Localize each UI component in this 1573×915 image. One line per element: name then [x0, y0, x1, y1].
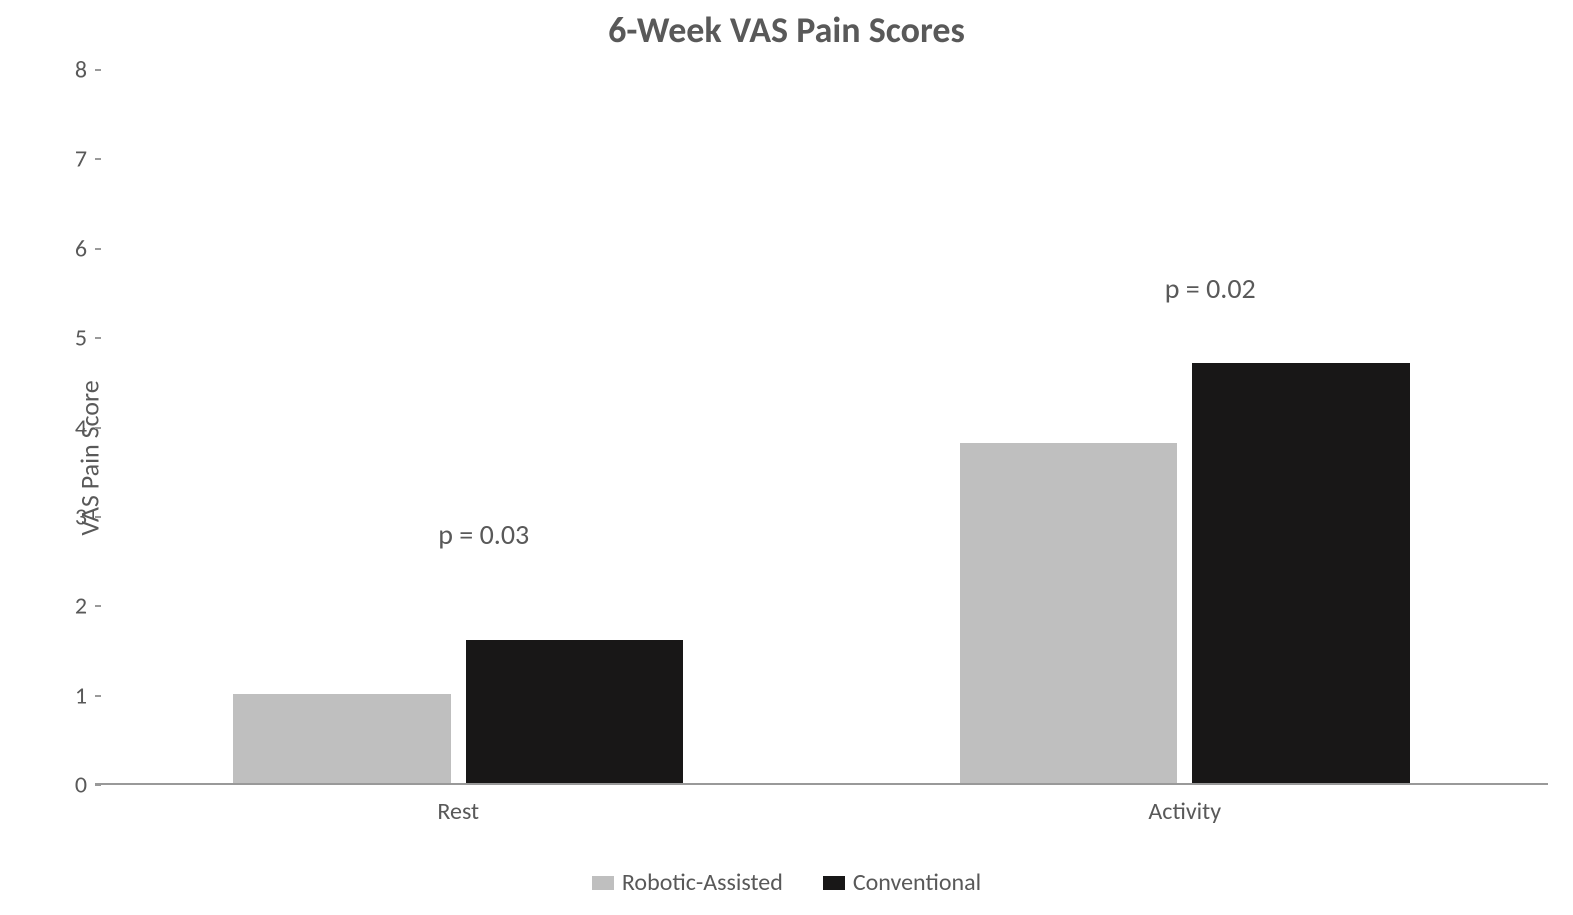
- annotation: p = 0.03: [438, 517, 529, 552]
- legend-swatch: [823, 876, 845, 890]
- legend: Robotic-Assisted Conventional: [0, 868, 1573, 897]
- y-axis: 012345678: [55, 70, 95, 785]
- legend-label: Robotic-Assisted: [622, 868, 783, 897]
- chart-container: 6-Week VAS Pain Scores VAS Pain Score 01…: [0, 0, 1573, 915]
- bar: [466, 640, 684, 783]
- y-tick-label: 3: [75, 502, 87, 531]
- bar: [960, 443, 1178, 783]
- annotation: p = 0.02: [1165, 271, 1256, 306]
- y-tick-label: 1: [75, 681, 87, 710]
- plot-area: RestActivityp = 0.03p = 0.02: [95, 70, 1548, 785]
- x-category-label: Activity: [1148, 797, 1221, 826]
- y-tick-label: 7: [75, 145, 87, 174]
- y-tick-label: 6: [75, 234, 87, 263]
- y-tick-label: 5: [75, 324, 87, 353]
- legend-swatch: [592, 876, 614, 890]
- x-category-label: Rest: [437, 797, 479, 826]
- bar: [1192, 363, 1410, 783]
- chart-title: 6-Week VAS Pain Scores: [0, 8, 1573, 52]
- y-tick-label: 8: [75, 56, 87, 85]
- y-tick-label: 2: [75, 592, 87, 621]
- y-tick-label: 4: [75, 413, 87, 442]
- bar: [233, 694, 451, 783]
- legend-label: Conventional: [853, 868, 981, 897]
- legend-item: Conventional: [823, 868, 981, 897]
- legend-item: Robotic-Assisted: [592, 868, 783, 897]
- y-tick-label: 0: [75, 771, 87, 800]
